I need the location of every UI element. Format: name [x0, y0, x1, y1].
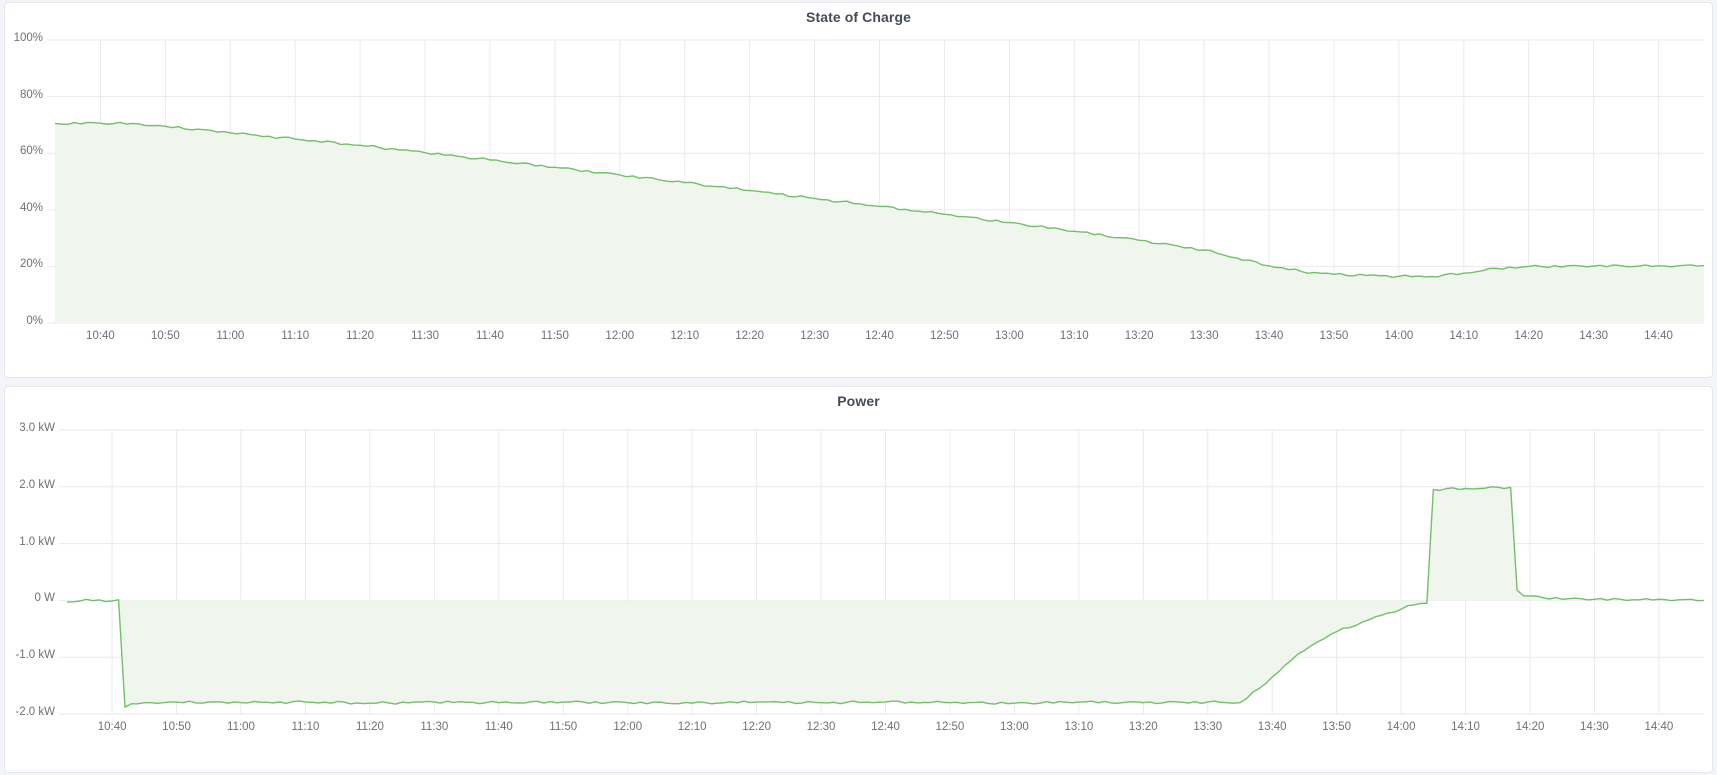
x-axis-tick-label: 11:40	[484, 721, 513, 733]
x-axis-tick-label: 10:40	[86, 330, 115, 342]
x-axis-tick-label: 11:30	[411, 330, 440, 342]
y-axis-tick-label: 1.0 kW	[19, 535, 55, 548]
x-axis-tick-label: 12:30	[800, 330, 829, 342]
x-axis-tick-label: 14:10	[1449, 330, 1479, 342]
x-axis-tick-label: 13:00	[1000, 721, 1029, 733]
x-axis-tick-label: 14:30	[1579, 330, 1609, 342]
x-axis-tick-label: 13:30	[1189, 330, 1219, 342]
x-axis-tick-label: 12:20	[735, 330, 765, 342]
panel-power[interactable]: Power -2.0 kW -1.0 kW 0 W 1.0 kW 2.0 kW 3.0 k…	[4, 386, 1713, 773]
x-axis-tick-label: 11:10	[281, 330, 310, 342]
x-axis-tick-label: 11:50	[540, 330, 569, 342]
x-axis-tick-label: 13:40	[1257, 721, 1287, 733]
x-axis-tick-label: 11:10	[291, 721, 320, 733]
x-axis-tick-label: 11:20	[346, 330, 375, 342]
x-axis-tick-label: 13:50	[1322, 721, 1352, 733]
x-axis-tick-label: 12:20	[742, 721, 771, 733]
x-axis-tick-label: 12:40	[871, 721, 900, 733]
series-line[interactable]	[54, 121, 1705, 279]
x-axis-tick-label: 14:20	[1514, 330, 1544, 342]
chart-power[interactable]: -2.0 kW -1.0 kW 0 W 1.0 kW 2.0 kW 3.0 kW 10:40…	[5, 387, 1712, 772]
x-axis-tick-label: 14:30	[1580, 721, 1609, 733]
x-axis-tick-label: 11:30	[420, 721, 449, 733]
y-axis-tick-label: 0%	[26, 315, 43, 327]
y-axis-tick-label: 100%	[13, 32, 43, 44]
x-axis-tick-label: 11:00	[227, 721, 255, 733]
x-axis-tick-label: 13:10	[1059, 330, 1089, 342]
x-axis-tick-label: 14:00	[1384, 330, 1414, 342]
panel-title-state-of-charge: State of Charge	[806, 9, 911, 25]
x-axis-tick-label: 13:00	[994, 330, 1024, 342]
x-axis-tick-label: 11:20	[355, 721, 384, 733]
x-axis-tick-label: 12:50	[935, 721, 965, 733]
y-axis-tick-label: 80%	[19, 88, 43, 101]
x-axis-tick-label: 11:40	[476, 330, 504, 342]
x-axis-tick-label: 14:40	[1644, 721, 1674, 733]
x-axis-tick-label: 10:40	[97, 721, 127, 733]
x-axis-tick-label: 13:10	[1064, 721, 1094, 733]
y-axis-tick-label: 3.0 kW	[19, 422, 55, 434]
x-axis-tick-label: 12:10	[670, 330, 700, 342]
x-axis-tick-label: 14:40	[1644, 330, 1673, 342]
y-axis-tick-label: 2.0 kW	[19, 478, 55, 491]
y-axis-tick-label: -1.0 kW	[15, 649, 55, 662]
series-area	[55, 122, 1704, 324]
x-axis-tick-label: 14:00	[1386, 721, 1416, 733]
x-axis-tick-label: 12:50	[930, 330, 959, 342]
y-axis-tick-label: 20%	[19, 258, 43, 271]
chart-state-of-charge[interactable]: 0% 20% 40% 60% 80% 100% 10:40 10:50 11:00 11:10 11…	[5, 3, 1712, 377]
series-line[interactable]	[66, 486, 1705, 708]
x-axis-tick-label: 13:40	[1254, 330, 1284, 342]
x-axis-tick-label: 12:40	[865, 330, 894, 342]
y-axis-tick-label: 0 W	[34, 592, 55, 605]
y-axis-tick-label: 40%	[19, 201, 43, 214]
panel-state-of-charge[interactable]: State of Charge 0% 20% 40% 60% 80% 100% 10:40 1…	[4, 2, 1713, 378]
series-area	[67, 486, 1704, 708]
x-axis-tick-label: 14:20	[1515, 721, 1545, 733]
x-axis-tick-label: 11:50	[549, 721, 578, 733]
x-axis-tick-label: 12:10	[677, 721, 707, 733]
y-axis-tick-label: 60%	[19, 145, 43, 158]
x-axis-tick-label: 13:20	[1128, 721, 1158, 733]
x-axis-tick-label: 12:00	[613, 721, 643, 733]
y-axis-tick-label: -2.0 kW	[15, 706, 55, 718]
x-axis-tick-label: 14:10	[1451, 721, 1480, 733]
x-axis-tick-label: 10:50	[162, 721, 191, 733]
chart-svg	[47, 39, 1705, 324]
x-axis-tick-label: 12:00	[605, 330, 635, 342]
x-axis-tick-label: 13:30	[1193, 721, 1223, 733]
x-axis-tick-label: 10:50	[150, 330, 180, 342]
panel-title-power: Power	[837, 393, 880, 409]
x-axis-tick-label: 13:50	[1319, 330, 1349, 342]
x-axis-tick-label: 12:30	[806, 721, 836, 733]
chart-svg	[59, 429, 1705, 715]
x-axis-tick-label: 13:20	[1124, 330, 1154, 342]
x-axis-tick-label: 11:00	[216, 330, 245, 342]
